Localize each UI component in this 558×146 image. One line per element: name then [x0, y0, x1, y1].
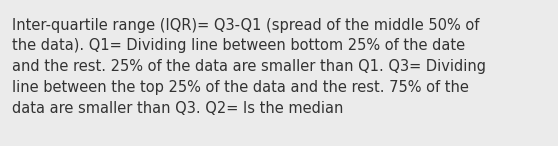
Text: Inter-quartile range (IQR)= Q3-Q1 (spread of the middle 50% of
the data). Q1= Di: Inter-quartile range (IQR)= Q3-Q1 (sprea…	[12, 18, 486, 116]
